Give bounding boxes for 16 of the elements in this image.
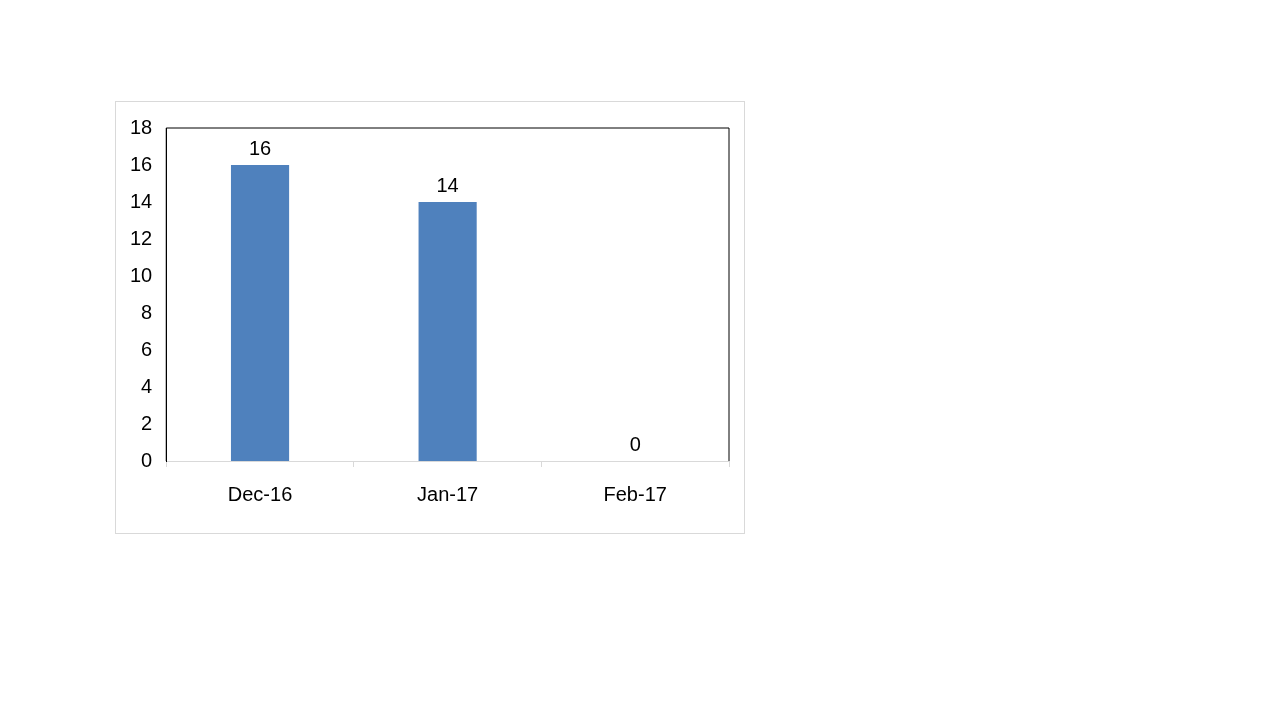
y-tick-label: 0 [141, 448, 153, 471]
y-tick-label: 12 [130, 226, 153, 249]
y-tick-label: 8 [141, 300, 153, 323]
data-label: 0 [629, 432, 641, 455]
data-label: 16 [248, 136, 272, 159]
data-label: 14 [436, 173, 459, 196]
y-tick-label: 14 [130, 189, 153, 212]
x-tick-label: Feb-17 [603, 482, 667, 505]
x-tick-label: Dec-16 [227, 482, 293, 505]
y-tick-label: 6 [141, 337, 153, 360]
y-tick-label: 16 [130, 152, 153, 175]
y-tick-label: 10 [130, 263, 153, 286]
y-tick-label: 18 [130, 115, 153, 138]
y-tick-label: 4 [141, 374, 153, 397]
y-tick-label: 2 [141, 411, 153, 434]
x-tick-label: Jan-17 [417, 482, 479, 505]
